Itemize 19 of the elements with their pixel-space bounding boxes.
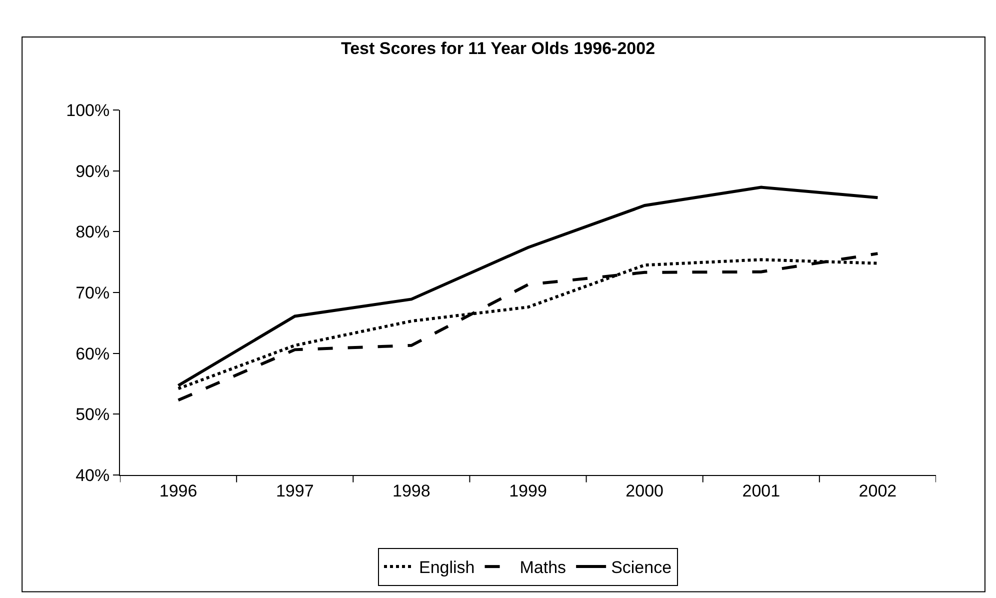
y-tick-label: 100% <box>66 100 110 120</box>
legend-label: Maths <box>520 558 566 578</box>
chart-title: Test Scores for 11 Year Olds 1996-2002 <box>340 38 656 58</box>
legend-label: English <box>419 558 475 578</box>
x-tick-label: 1998 <box>392 481 430 500</box>
x-tick-label: 2002 <box>858 481 897 500</box>
y-tick-label: 80% <box>76 222 110 242</box>
x-tick-label: 1997 <box>276 481 314 500</box>
x-tick-label: 1996 <box>159 481 198 500</box>
y-tick-label: 50% <box>76 405 110 424</box>
y-tick-label: 70% <box>76 283 110 302</box>
y-tick-label: 40% <box>76 466 110 485</box>
line-series <box>176 186 880 388</box>
x-tick-label: 2001 <box>742 481 780 500</box>
y-tick-label: 90% <box>76 162 110 181</box>
x-tick-label: 2000 <box>626 481 664 500</box>
x-tick-label: 1999 <box>509 481 547 500</box>
legend-label: Science <box>611 558 672 578</box>
y-tick-label: 60% <box>76 344 110 364</box>
